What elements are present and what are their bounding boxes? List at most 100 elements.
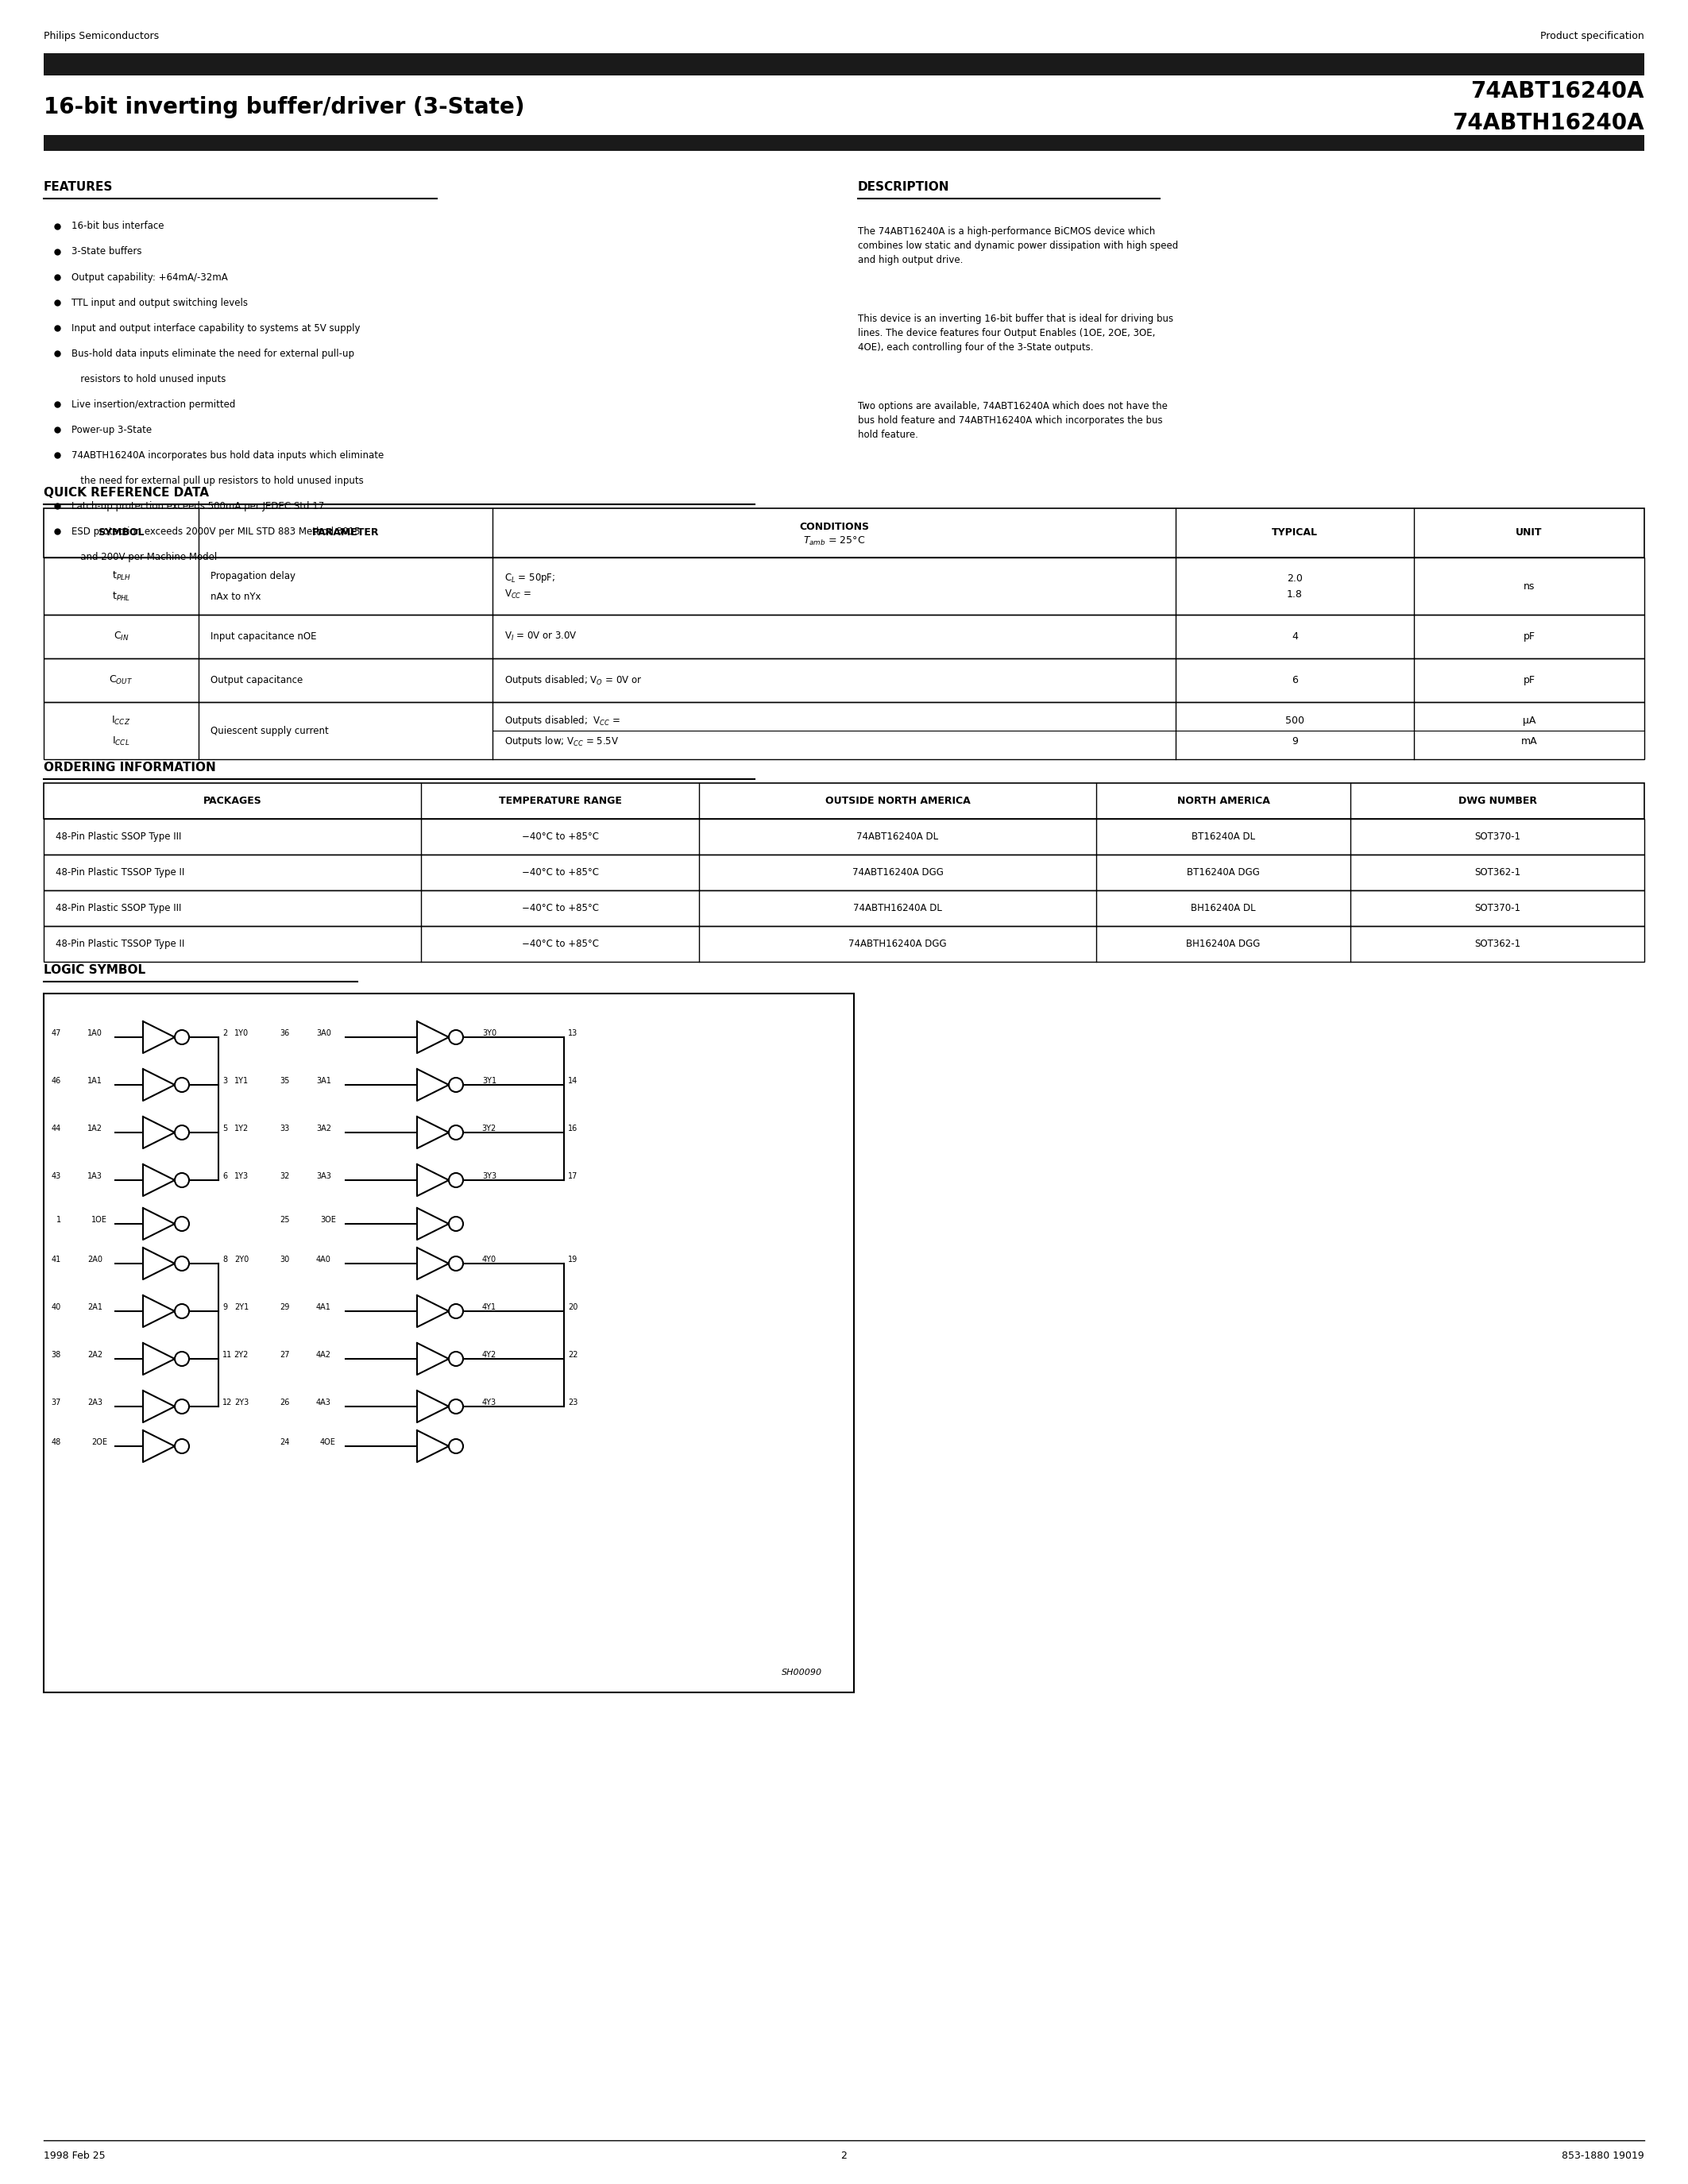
Text: Latch-up protection exceeds 500mA per JEDEC Std 17: Latch-up protection exceeds 500mA per JE… <box>71 500 324 511</box>
Text: 17: 17 <box>567 1173 577 1179</box>
Text: 74ABT16240A DGG: 74ABT16240A DGG <box>852 867 944 878</box>
Text: Power-up 3-State: Power-up 3-State <box>71 424 152 435</box>
Text: 48-Pin Plastic TSSOP Type II: 48-Pin Plastic TSSOP Type II <box>56 939 184 950</box>
Text: BH16240A DL: BH16240A DL <box>1192 902 1256 913</box>
Text: 1A3: 1A3 <box>88 1173 103 1179</box>
Text: 11: 11 <box>223 1352 233 1358</box>
Text: 38: 38 <box>51 1352 61 1358</box>
Text: 3Y0: 3Y0 <box>483 1029 496 1037</box>
Text: 3Y3: 3Y3 <box>483 1173 496 1179</box>
Text: 3: 3 <box>223 1077 228 1085</box>
Text: 2A1: 2A1 <box>88 1304 103 1310</box>
Text: V$_I$ = 0V or 3.0V: V$_I$ = 0V or 3.0V <box>505 631 577 642</box>
Text: 2OE: 2OE <box>91 1439 108 1446</box>
Text: pF: pF <box>1523 675 1534 686</box>
Text: OUTSIDE NORTH AMERICA: OUTSIDE NORTH AMERICA <box>825 795 971 806</box>
Text: 4OE: 4OE <box>321 1439 336 1446</box>
Text: 4A3: 4A3 <box>316 1398 331 1406</box>
Text: 1A2: 1A2 <box>88 1125 103 1133</box>
Text: 2.0: 2.0 <box>1286 572 1303 583</box>
Text: resistors to hold unused inputs: resistors to hold unused inputs <box>71 373 226 384</box>
Text: ORDERING INFORMATION: ORDERING INFORMATION <box>44 762 216 773</box>
Text: 74ABT16240A DL: 74ABT16240A DL <box>858 832 939 841</box>
Text: 9: 9 <box>1291 736 1298 747</box>
Text: 2Y1: 2Y1 <box>235 1304 248 1310</box>
Text: I$_{CCZ}$: I$_{CCZ}$ <box>111 714 130 727</box>
Text: 33: 33 <box>280 1125 290 1133</box>
Text: 47: 47 <box>51 1029 61 1037</box>
Text: 1A1: 1A1 <box>88 1077 103 1085</box>
Text: 1Y0: 1Y0 <box>235 1029 248 1037</box>
Text: Propagation delay: Propagation delay <box>211 570 295 581</box>
Text: −40°C to +85°C: −40°C to +85°C <box>522 939 599 950</box>
Text: 23: 23 <box>567 1398 577 1406</box>
Text: 6: 6 <box>223 1173 228 1179</box>
Text: mA: mA <box>1521 736 1538 747</box>
Text: 44: 44 <box>51 1125 61 1133</box>
Text: 3-State buffers: 3-State buffers <box>71 247 142 258</box>
Text: Product specification: Product specification <box>1541 31 1644 41</box>
Text: 4: 4 <box>1291 631 1298 642</box>
Text: 3A1: 3A1 <box>316 1077 331 1085</box>
Text: DWG NUMBER: DWG NUMBER <box>1458 795 1536 806</box>
Text: 6: 6 <box>1291 675 1298 686</box>
Text: 32: 32 <box>280 1173 290 1179</box>
Text: 16-bit inverting buffer/driver (3-State): 16-bit inverting buffer/driver (3-State) <box>44 96 525 118</box>
Text: 9: 9 <box>223 1304 228 1310</box>
Text: 4A1: 4A1 <box>316 1304 331 1310</box>
Text: pF: pF <box>1523 631 1534 642</box>
Text: 43: 43 <box>51 1173 61 1179</box>
Text: 500: 500 <box>1285 714 1305 725</box>
Text: Outputs disabled; V$_O$ = 0V or: Outputs disabled; V$_O$ = 0V or <box>505 673 641 688</box>
Text: −40°C to +85°C: −40°C to +85°C <box>522 902 599 913</box>
Text: Bus-hold data inputs eliminate the need for external pull-up: Bus-hold data inputs eliminate the need … <box>71 347 354 358</box>
Text: 48-Pin Plastic SSOP Type III: 48-Pin Plastic SSOP Type III <box>56 832 181 841</box>
Text: QUICK REFERENCE DATA: QUICK REFERENCE DATA <box>44 487 209 498</box>
Text: 30: 30 <box>280 1256 290 1265</box>
Bar <box>44 854 1644 891</box>
Text: $T_{amb}$ = 25°C: $T_{amb}$ = 25°C <box>803 535 866 546</box>
Text: 48: 48 <box>51 1439 61 1446</box>
Bar <box>44 784 1644 819</box>
Bar <box>44 657 1644 701</box>
Text: 40: 40 <box>51 1304 61 1310</box>
Text: Outputs low; V$_{CC}$ = 5.5V: Outputs low; V$_{CC}$ = 5.5V <box>505 734 619 747</box>
Text: 74ABT16240A: 74ABT16240A <box>1470 81 1644 103</box>
Text: 36: 36 <box>280 1029 290 1037</box>
Text: Input capacitance nOE: Input capacitance nOE <box>211 631 317 642</box>
Text: t$_{PHL}$: t$_{PHL}$ <box>111 590 130 603</box>
Text: 2A2: 2A2 <box>88 1352 103 1358</box>
Text: I$_{CCL}$: I$_{CCL}$ <box>113 736 130 747</box>
Text: 26: 26 <box>280 1398 290 1406</box>
Text: 74ABTH16240A DL: 74ABTH16240A DL <box>852 902 942 913</box>
Text: Philips Semiconductors: Philips Semiconductors <box>44 31 159 41</box>
Text: 4A2: 4A2 <box>316 1352 331 1358</box>
Text: ESD protection exceeds 2000V per MIL STD 883 Method 3015: ESD protection exceeds 2000V per MIL STD… <box>71 526 360 537</box>
Text: 41: 41 <box>51 1256 61 1265</box>
Text: PACKAGES: PACKAGES <box>203 795 262 806</box>
Text: 3A0: 3A0 <box>316 1029 331 1037</box>
Text: 4Y2: 4Y2 <box>483 1352 496 1358</box>
Text: 2A3: 2A3 <box>88 1398 103 1406</box>
Text: 22: 22 <box>567 1352 577 1358</box>
Text: 12: 12 <box>223 1398 233 1406</box>
Text: BT16240A DL: BT16240A DL <box>1192 832 1256 841</box>
Text: 5: 5 <box>223 1125 228 1133</box>
Text: 1Y2: 1Y2 <box>235 1125 248 1133</box>
Text: 4A0: 4A0 <box>316 1256 331 1265</box>
Text: 46: 46 <box>51 1077 61 1085</box>
Text: 2: 2 <box>223 1029 228 1037</box>
Text: −40°C to +85°C: −40°C to +85°C <box>522 832 599 841</box>
Text: t$_{PLH}$: t$_{PLH}$ <box>111 570 130 581</box>
Text: 74ABTH16240A: 74ABTH16240A <box>1452 111 1644 133</box>
Text: 3Y2: 3Y2 <box>483 1125 496 1133</box>
Text: ns: ns <box>1524 581 1534 592</box>
Text: 2Y0: 2Y0 <box>235 1256 248 1265</box>
Text: C$_L$ = 50pF;: C$_L$ = 50pF; <box>505 572 555 585</box>
Text: 4Y1: 4Y1 <box>483 1304 496 1310</box>
Text: 16: 16 <box>567 1125 577 1133</box>
Text: SOT370-1: SOT370-1 <box>1474 902 1521 913</box>
Bar <box>44 557 1644 614</box>
Text: Outputs disabled;  V$_{CC}$ =: Outputs disabled; V$_{CC}$ = <box>505 714 619 727</box>
Text: 74ABTH16240A incorporates bus hold data inputs which eliminate: 74ABTH16240A incorporates bus hold data … <box>71 450 383 461</box>
